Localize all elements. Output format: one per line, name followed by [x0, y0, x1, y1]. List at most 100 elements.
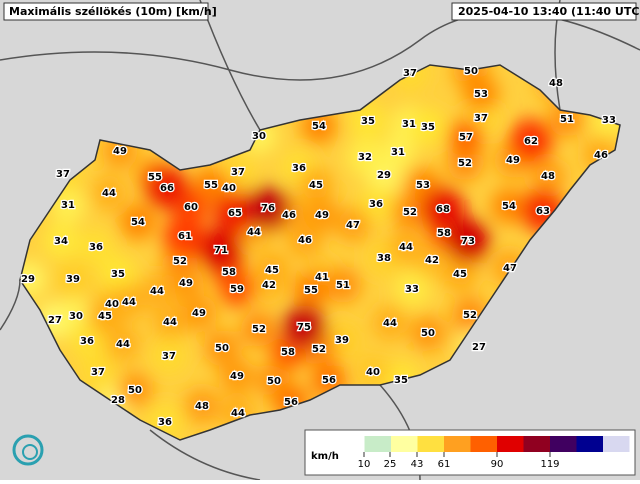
- wind-area: [410, 109, 446, 145]
- station-value: 49: [315, 210, 329, 221]
- station-value: 46: [282, 210, 296, 221]
- station-value: 44: [116, 339, 130, 350]
- station-value: 48: [549, 78, 563, 89]
- legend-tick-label: 43: [411, 459, 424, 470]
- station-value: 58: [281, 347, 295, 358]
- wind-area: [152, 304, 188, 340]
- station-value: 52: [403, 207, 417, 218]
- station-value: 44: [102, 188, 116, 199]
- station-value: 37: [231, 167, 245, 178]
- station-value: 71: [214, 245, 228, 256]
- station-value: 52: [252, 324, 266, 335]
- station-value: 44: [247, 227, 261, 238]
- title: Maximális széllökés (10m) [km/h]: [9, 5, 217, 18]
- station-value: 32: [358, 152, 372, 163]
- wind-area: [446, 219, 490, 263]
- station-value: 73: [461, 236, 475, 247]
- wind-area: [447, 145, 483, 181]
- station-value: 27: [48, 315, 62, 326]
- wind-area: [151, 338, 187, 374]
- station-value: 46: [594, 150, 608, 161]
- station-value: 37: [56, 169, 70, 180]
- station-value: 30: [69, 311, 83, 322]
- station-value: 36: [158, 417, 172, 428]
- wind-area: [91, 175, 127, 211]
- station-value: 42: [425, 255, 439, 266]
- station-value: 44: [163, 317, 177, 328]
- wind-area: [241, 311, 277, 347]
- station-value: 50: [128, 385, 142, 396]
- station-value: 52: [463, 310, 477, 321]
- wind-area: [282, 305, 326, 349]
- station-value: 36: [292, 163, 306, 174]
- station-value: 51: [560, 114, 574, 125]
- wind-area: [380, 134, 416, 170]
- station-value: 52: [312, 344, 326, 355]
- station-value: 30: [252, 131, 266, 142]
- station-value: 61: [178, 231, 192, 242]
- wind-area: [87, 298, 123, 334]
- wind-area: [145, 166, 189, 210]
- station-value: 66: [160, 183, 174, 194]
- station-value: 49: [192, 308, 206, 319]
- legend-swatch: [417, 436, 444, 452]
- station-value: 37: [474, 113, 488, 124]
- station-value: 40: [105, 299, 119, 310]
- station-value: 49: [179, 278, 193, 289]
- wind-area: [298, 167, 334, 203]
- legend-unit: km/h: [311, 451, 339, 462]
- station-value: 54: [502, 201, 516, 212]
- station-value: 50: [464, 66, 478, 77]
- logo: [12, 434, 44, 466]
- station-value: 39: [335, 335, 349, 346]
- station-value: 45: [453, 269, 467, 280]
- legend-swatch: [550, 436, 577, 452]
- station-value: 28: [111, 395, 125, 406]
- station-value: 29: [21, 274, 35, 285]
- station-value: 37: [91, 367, 105, 378]
- legend-swatch: [497, 436, 524, 452]
- wind-area: [530, 158, 566, 194]
- legend-swatch: [444, 436, 471, 452]
- wind-area: [184, 388, 220, 424]
- station-value: 59: [230, 284, 244, 295]
- station-value: 56: [284, 397, 298, 408]
- legend-swatch: [576, 436, 603, 452]
- wind-area: [139, 273, 175, 309]
- station-value: 49: [113, 146, 127, 157]
- legend-tick-label: 10: [358, 459, 371, 470]
- wind-area: [204, 330, 240, 366]
- station-value: 47: [503, 263, 517, 274]
- station-value: 60: [184, 202, 198, 213]
- wind-area: [69, 323, 105, 359]
- station-value: 54: [312, 121, 326, 132]
- station-value: 40: [366, 367, 380, 378]
- station-value: 53: [416, 180, 430, 191]
- station-labels: 37 50 48 53 37 51 33 54 35 31 35 57 62 46 30 49 37 36 32 31…: [20, 65, 617, 430]
- wind-area: [442, 256, 478, 292]
- wind-area: [117, 372, 153, 408]
- legend-swatch: [391, 436, 418, 452]
- station-value: 65: [228, 208, 242, 219]
- station-value: 68: [436, 204, 450, 215]
- station-value: 55: [204, 180, 218, 191]
- station-value: 47: [346, 220, 360, 231]
- station-value: 44: [150, 286, 164, 297]
- station-value: 45: [265, 265, 279, 276]
- wind-area: [55, 261, 91, 297]
- station-value: 57: [459, 132, 473, 143]
- station-value: 45: [309, 180, 323, 191]
- wind-area: [463, 76, 499, 112]
- station-value: 39: [66, 274, 80, 285]
- wind-area: [358, 186, 394, 222]
- wind-area: [325, 267, 361, 303]
- wind-area: [254, 252, 290, 288]
- station-value: 37: [403, 68, 417, 79]
- station-value: 37: [162, 351, 176, 362]
- wind-area: [293, 272, 329, 308]
- station-value: 63: [536, 206, 550, 217]
- station-value: 36: [369, 199, 383, 210]
- station-value: 35: [421, 122, 435, 133]
- wind-area: [335, 207, 371, 243]
